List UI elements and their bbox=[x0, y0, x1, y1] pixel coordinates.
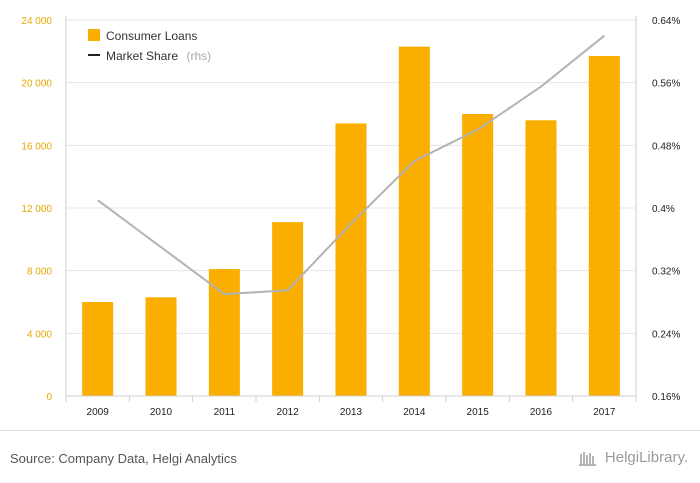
y-left-tick-label: 8 000 bbox=[27, 267, 52, 278]
legend-label-market-share: Market Share (rhs) bbox=[106, 47, 211, 64]
source-note: Source: Company Data, Helgi Analytics bbox=[10, 451, 237, 466]
combo-chart: 0 4 000 8 000 12 000 16 000 20 000 24 000 0.16… bbox=[21, 16, 680, 418]
bar-series bbox=[82, 46, 620, 397]
bar bbox=[588, 56, 620, 397]
y-right-tick-label: 0.48% bbox=[652, 141, 680, 152]
legend-label-consumer-loans: Consumer Loans bbox=[106, 29, 197, 43]
bar bbox=[272, 222, 304, 396]
bar bbox=[335, 123, 367, 397]
bar bbox=[525, 120, 557, 397]
x-tick-label: 2016 bbox=[530, 407, 553, 418]
bar bbox=[208, 269, 240, 396]
legend-label-market-share-suffix: (rhs) bbox=[186, 49, 211, 63]
x-tick-label: 2017 bbox=[593, 407, 616, 418]
y-left-tick-label: 4 000 bbox=[27, 329, 52, 340]
y-right-tick-label: 0.4% bbox=[652, 204, 675, 215]
y-left-tick-label: 0 bbox=[46, 392, 52, 403]
market-share-line bbox=[97, 34, 605, 296]
brand-name: HelgiLibrary. bbox=[604, 449, 688, 466]
bar bbox=[82, 302, 114, 396]
y-left-tick-label: 24 000 bbox=[21, 16, 52, 27]
y-right-tick-label: 0.16% bbox=[652, 392, 680, 403]
legend-label-market-share-text: Market Share bbox=[106, 49, 178, 63]
right-axis: 0.16% 0.24% 0.32% 0.4% 0.48% 0.56% 0.64% bbox=[635, 16, 680, 403]
y-left-tick-label: 12 000 bbox=[21, 204, 52, 215]
x-tick-label: 2011 bbox=[214, 407, 236, 418]
y-right-tick-label: 0.56% bbox=[652, 79, 680, 90]
line-series bbox=[97, 34, 605, 296]
x-axis: 2009 2010 2011 2012 2013 2014 2015 2016 2017 bbox=[65, 395, 637, 418]
legend: Consumer Loans Market Share (rhs) bbox=[88, 29, 211, 64]
y-left-tick-label: 16 000 bbox=[21, 141, 52, 152]
x-tick-label: 2010 bbox=[150, 407, 173, 418]
y-right-tick-label: 0.24% bbox=[652, 329, 680, 340]
brand-logo: HelgiLibrary. bbox=[578, 449, 688, 466]
y-right-tick-label: 0.32% bbox=[652, 267, 680, 278]
bar bbox=[462, 114, 494, 396]
legend-swatch-bar bbox=[88, 29, 100, 41]
y-right-tick-label: 0.64% bbox=[652, 16, 680, 27]
library-icon bbox=[578, 451, 596, 466]
bar bbox=[398, 46, 430, 397]
x-tick-label: 2015 bbox=[467, 407, 490, 418]
x-tick-label: 2013 bbox=[340, 407, 363, 418]
footer: Source: Company Data, Helgi Analytics He… bbox=[0, 430, 700, 483]
bar bbox=[145, 297, 177, 396]
x-tick-label: 2009 bbox=[87, 407, 110, 418]
x-tick-label: 2012 bbox=[277, 407, 300, 418]
y-left-tick-label: 20 000 bbox=[21, 79, 52, 90]
x-tick-label: 2014 bbox=[403, 407, 426, 418]
left-axis: 0 4 000 8 000 12 000 16 000 20 000 24 000 bbox=[21, 16, 67, 403]
